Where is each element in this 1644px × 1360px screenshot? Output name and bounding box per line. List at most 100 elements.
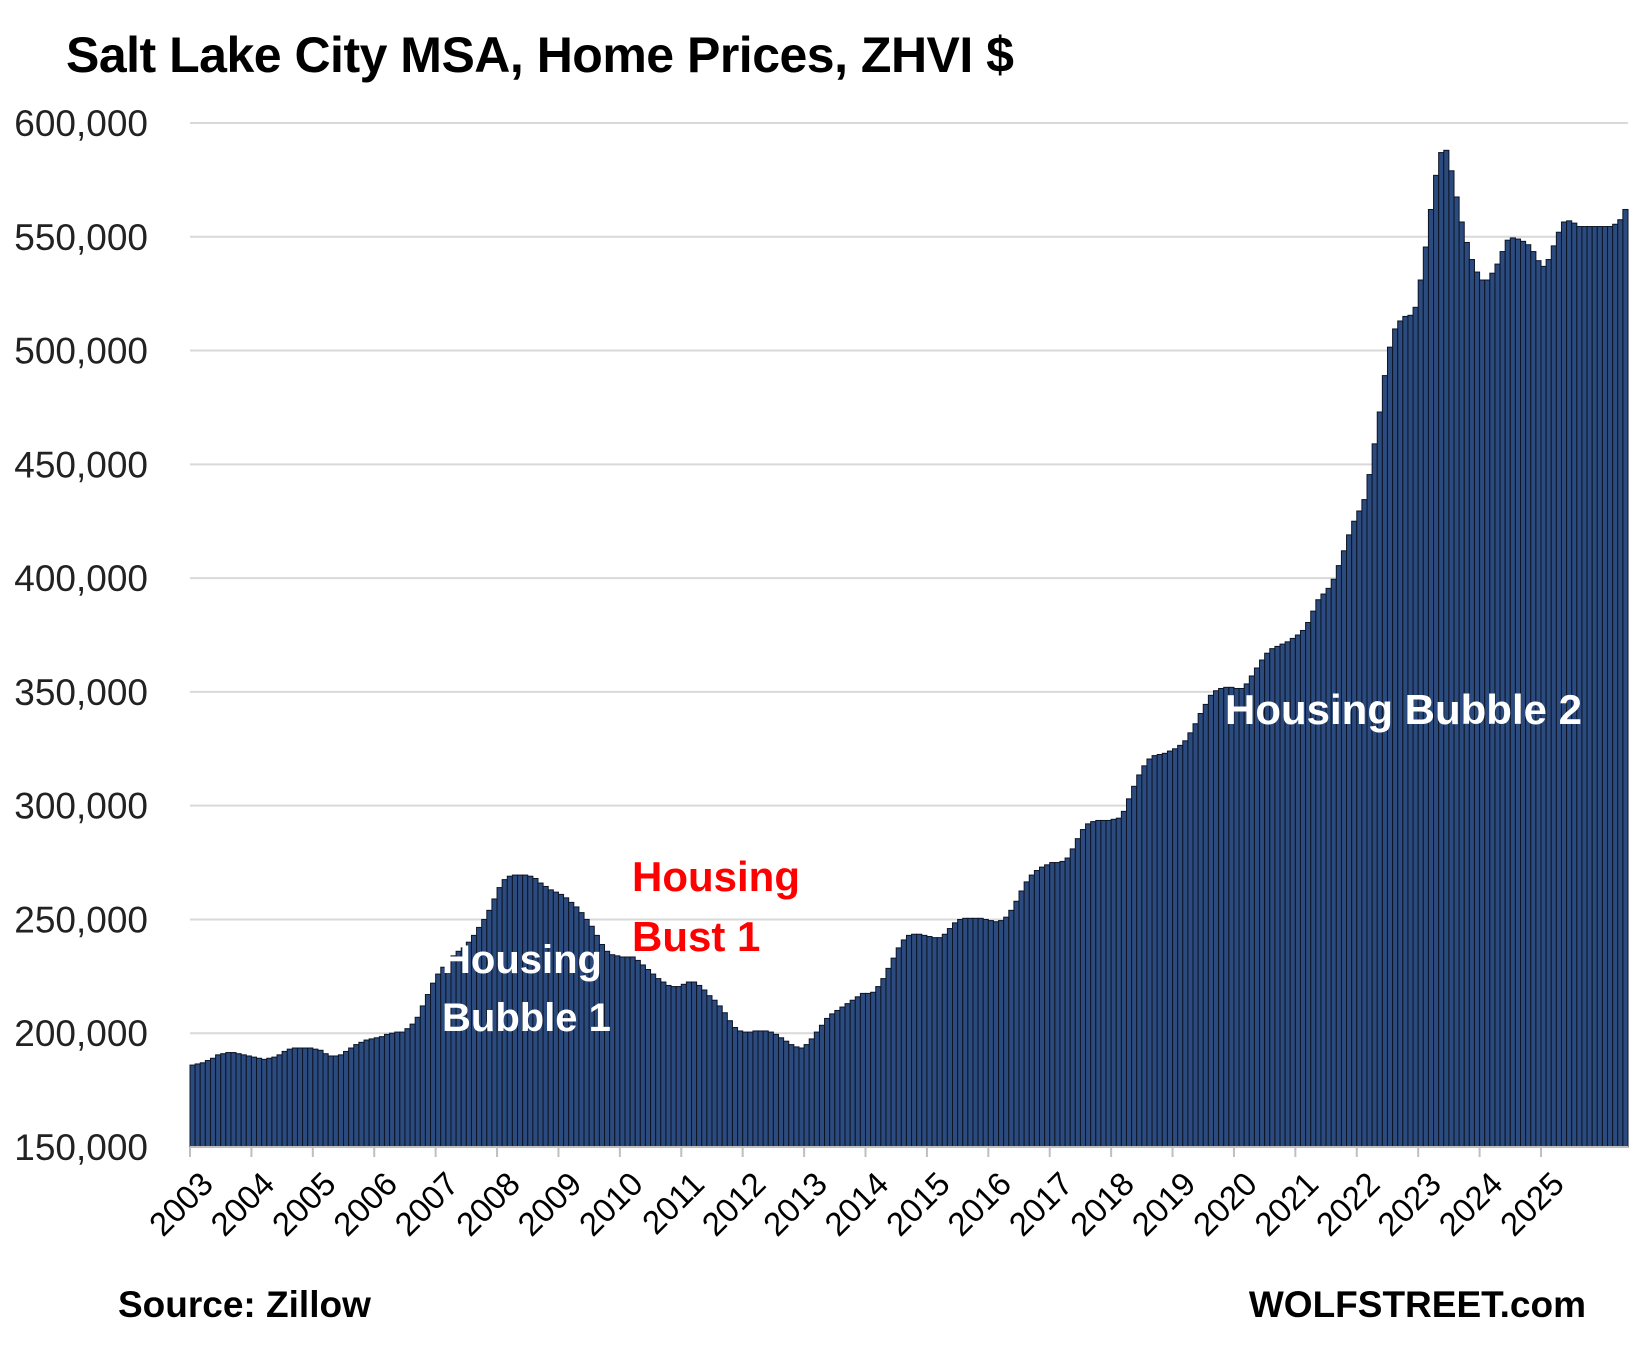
bar [1376, 411, 1383, 1148]
bar [209, 1057, 217, 1148]
bar [1187, 732, 1194, 1148]
bar [619, 956, 626, 1148]
bar [967, 917, 974, 1148]
x-tick-label: 2024 [1431, 1165, 1509, 1243]
bar [1105, 819, 1112, 1148]
bar [204, 1060, 211, 1148]
bar [895, 947, 902, 1148]
bar [680, 983, 687, 1148]
bar [691, 981, 698, 1148]
bar [706, 995, 713, 1148]
bar [1095, 819, 1102, 1148]
bar [1617, 219, 1624, 1148]
bar [1166, 750, 1174, 1148]
bar [829, 1013, 836, 1148]
bar [998, 920, 1005, 1148]
bar [1356, 510, 1363, 1148]
x-tick-label: 2010 [572, 1165, 650, 1243]
bar [890, 957, 897, 1148]
x-tick-label: 2013 [756, 1165, 834, 1243]
annotation-bust1-line2: Bust 1 [632, 913, 760, 960]
x-axis-tick-labels: 2003200420052006200720082009201020112012… [142, 1147, 1571, 1243]
y-tick-label: 250,000 [14, 899, 148, 940]
bar [383, 1033, 391, 1148]
bar [409, 1023, 416, 1148]
bar [634, 959, 641, 1148]
bar [644, 969, 652, 1148]
bar [660, 981, 667, 1148]
bar [322, 1053, 329, 1148]
bar [885, 967, 892, 1148]
x-tick-label: 2005 [265, 1165, 343, 1243]
bar [1607, 226, 1614, 1148]
bar [1115, 817, 1122, 1148]
source-note: Source: Zillow [118, 1284, 371, 1325]
bar [1392, 328, 1399, 1148]
x-tick-label: 2012 [695, 1165, 773, 1243]
bar [1596, 226, 1603, 1148]
bar [1581, 226, 1588, 1148]
bar [1330, 578, 1337, 1148]
bar [353, 1044, 360, 1148]
bar [731, 1027, 739, 1148]
bar [639, 964, 646, 1148]
x-tick-label: 2011 [635, 1165, 711, 1241]
bar [1161, 752, 1168, 1148]
bar [1622, 208, 1629, 1148]
bar [1146, 758, 1153, 1148]
bar [291, 1047, 298, 1148]
bar [1248, 675, 1255, 1148]
bar [317, 1049, 324, 1148]
bar [414, 1016, 421, 1148]
bar [721, 1012, 728, 1148]
bar [772, 1033, 780, 1148]
bar [701, 989, 708, 1148]
bar [1018, 890, 1025, 1148]
bar [813, 1031, 820, 1148]
bar [921, 934, 928, 1148]
bar [1023, 881, 1030, 1148]
bar [1381, 375, 1388, 1148]
bar [1243, 683, 1250, 1148]
bar [757, 1030, 764, 1148]
bar [271, 1056, 278, 1148]
bar [368, 1038, 375, 1148]
bar [276, 1054, 283, 1148]
bar [256, 1057, 263, 1148]
bar [419, 1005, 426, 1148]
x-tick-label: 2003 [142, 1165, 220, 1243]
bar [742, 1031, 749, 1148]
bar [1069, 848, 1076, 1148]
bar [629, 956, 636, 1148]
bar [250, 1056, 258, 1148]
bar [389, 1032, 396, 1148]
bar [685, 981, 693, 1148]
bar [905, 934, 913, 1148]
bar [982, 918, 989, 1148]
brand-label: WOLFSTREET.com [1248, 1284, 1586, 1325]
bar [818, 1024, 826, 1148]
bar [337, 1054, 345, 1148]
bar [849, 999, 856, 1148]
x-tick-label: 2021 [1247, 1165, 1325, 1243]
x-tick-label: 2004 [203, 1165, 281, 1243]
bar [926, 936, 933, 1148]
y-tick-label: 150,000 [14, 1127, 148, 1168]
bar [399, 1031, 406, 1148]
bar [312, 1048, 319, 1148]
bar [1212, 690, 1220, 1148]
bar [1151, 755, 1158, 1148]
bar [941, 933, 948, 1148]
bar [650, 973, 657, 1148]
bar [1560, 221, 1568, 1148]
bar [327, 1055, 334, 1148]
bar [1320, 593, 1327, 1148]
bar [394, 1031, 401, 1148]
bar [1038, 866, 1046, 1148]
bar [824, 1017, 831, 1148]
bar [230, 1052, 237, 1148]
bar [875, 986, 882, 1148]
bar [696, 984, 703, 1148]
y-tick-label: 350,000 [14, 672, 148, 713]
